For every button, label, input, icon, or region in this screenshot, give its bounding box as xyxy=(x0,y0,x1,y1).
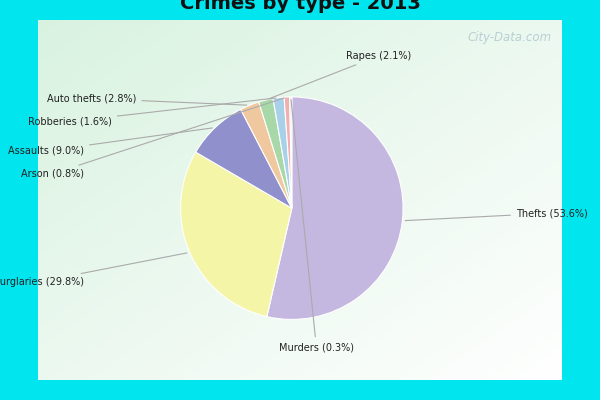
Text: Thefts (53.6%): Thefts (53.6%) xyxy=(405,208,588,220)
Wedge shape xyxy=(259,98,292,208)
Text: City-Data.com: City-Data.com xyxy=(467,31,551,44)
Text: Arson (0.8%): Arson (0.8%) xyxy=(21,98,284,179)
Wedge shape xyxy=(241,102,292,208)
Text: Rapes (2.1%): Rapes (2.1%) xyxy=(268,51,411,99)
Wedge shape xyxy=(196,109,292,208)
Text: Murders (0.3%): Murders (0.3%) xyxy=(279,100,354,352)
Wedge shape xyxy=(181,152,292,317)
Wedge shape xyxy=(290,97,292,208)
Wedge shape xyxy=(267,97,403,320)
Title: Crimes by type - 2013: Crimes by type - 2013 xyxy=(179,0,421,13)
Text: Burglaries (29.8%): Burglaries (29.8%) xyxy=(0,253,187,287)
Wedge shape xyxy=(273,97,292,208)
Text: Robberies (1.6%): Robberies (1.6%) xyxy=(28,98,276,126)
Text: Assaults (9.0%): Assaults (9.0%) xyxy=(8,128,212,156)
Wedge shape xyxy=(284,97,292,208)
Text: Auto thefts (2.8%): Auto thefts (2.8%) xyxy=(47,94,247,105)
